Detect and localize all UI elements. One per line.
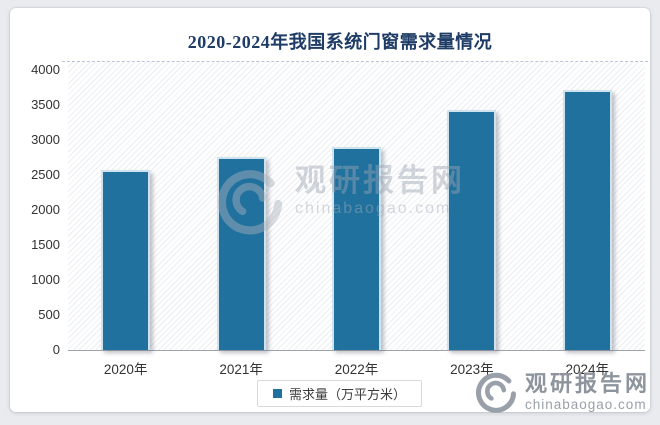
footer-logo: 观研报告网 chinabaogao.com	[473, 369, 650, 415]
bar-2024年	[562, 90, 612, 350]
y-tick-500: 500	[38, 307, 60, 322]
y-tick-3000: 3000	[31, 132, 60, 147]
bar-2020年	[101, 170, 151, 350]
x-tick-2024年: 2024年	[565, 362, 610, 377]
y-tick-1500: 1500	[31, 237, 60, 252]
y-tick-4000: 4000	[31, 62, 60, 77]
y-tick-2000: 2000	[31, 202, 60, 217]
bar-2023年	[447, 110, 497, 350]
x-tick-2021年: 2021年	[219, 362, 263, 377]
footer-swirl-logo-icon	[473, 369, 519, 415]
legend: 需求量（万平方米）	[257, 380, 423, 407]
y-tick-1000: 1000	[31, 272, 60, 287]
footer-site-name: 观研报告网	[524, 371, 650, 396]
x-tick-2023年: 2023年	[450, 362, 494, 377]
y-tick-0: 0	[52, 342, 60, 357]
footer-site-domain: chinabaogao.com	[524, 397, 647, 412]
bar-2021年	[216, 157, 266, 350]
bar-2022年	[332, 147, 381, 350]
plot-area	[68, 62, 645, 351]
chart-title: 2020-2024年我国系统门窗需求量情况	[187, 32, 493, 52]
chart-card: 2020-2024年我国系统门窗需求量情况 需求量（万平方米） 观研报告网 ch…	[10, 8, 650, 412]
title-underline	[62, 61, 648, 62]
x-tick-2020年: 2020年	[103, 362, 148, 377]
y-tick-3500: 3500	[31, 97, 60, 112]
y-tick-2500: 2500	[31, 167, 60, 182]
x-tick-2022年: 2022年	[334, 362, 379, 377]
legend-label: 需求量（万平方米）	[289, 387, 407, 402]
legend-marker-icon	[273, 389, 282, 398]
